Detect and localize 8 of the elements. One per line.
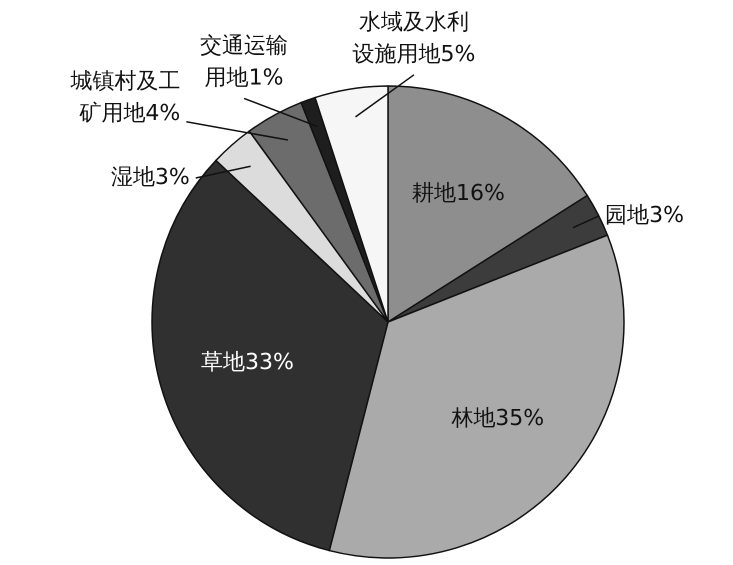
slice-label: 耕地16% (412, 180, 505, 206)
slice-label: 交通运输用地1% (200, 33, 288, 90)
slice-label: 林地35% (450, 406, 544, 431)
slice-label: 草地33% (201, 350, 294, 375)
slice-label: 水域及水利设施用地5% (352, 10, 476, 67)
slice-label: 湿地3% (110, 165, 190, 190)
slice-label: 园地3% (605, 202, 684, 228)
slice-label: 城镇村及工矿用地4% (69, 68, 180, 126)
